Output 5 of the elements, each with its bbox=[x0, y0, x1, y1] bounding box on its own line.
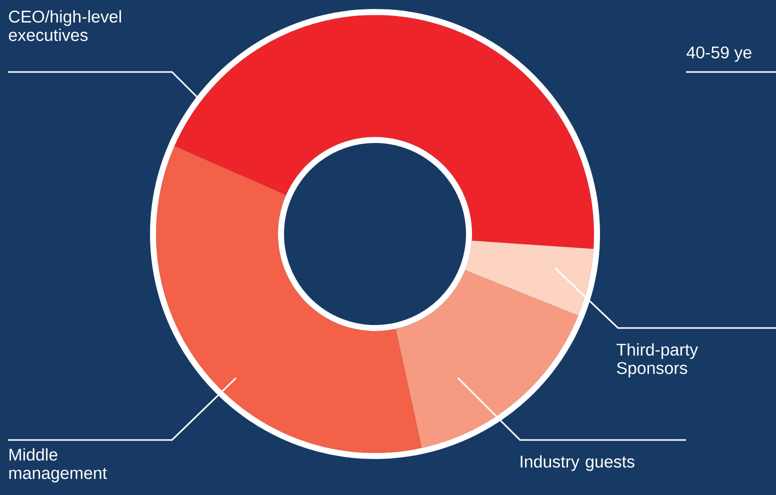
slice-label: Third-party Sponsors bbox=[616, 343, 698, 378]
slice-label: CEO/high-level executives bbox=[8, 10, 121, 42]
slice-label: Industry guests bbox=[520, 455, 634, 471]
text: 40-59 ye bbox=[686, 46, 752, 62]
slice-label: Middle management bbox=[9, 448, 107, 482]
